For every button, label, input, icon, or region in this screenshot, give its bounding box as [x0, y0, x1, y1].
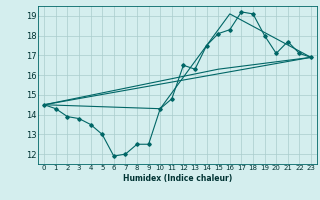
X-axis label: Humidex (Indice chaleur): Humidex (Indice chaleur): [123, 174, 232, 183]
